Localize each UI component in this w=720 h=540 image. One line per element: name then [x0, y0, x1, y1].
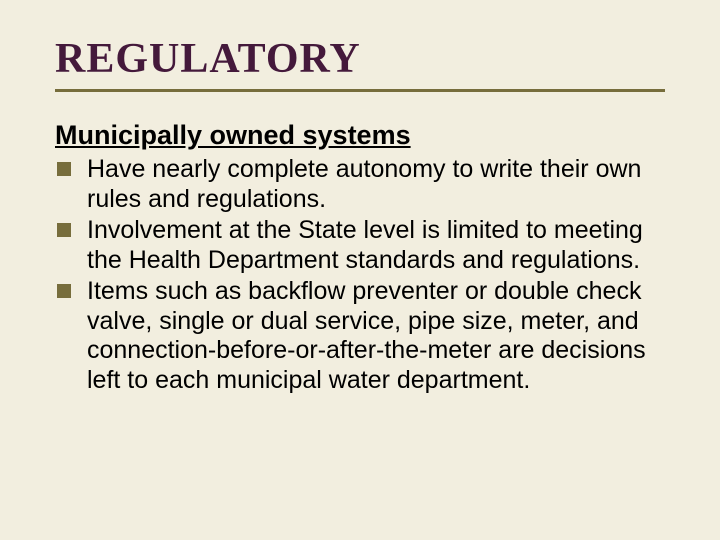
bullet-item: Involvement at the State level is limite…: [55, 216, 665, 275]
bullet-item: Items such as backflow preventer or doub…: [55, 277, 665, 395]
slide: REGULATORY Municipally owned systems Hav…: [0, 0, 720, 540]
bullet-list: Have nearly complete autonomy to write t…: [55, 155, 665, 395]
bullet-item: Have nearly complete autonomy to write t…: [55, 155, 665, 214]
slide-title: REGULATORY: [55, 35, 665, 83]
title-underline-rule: [55, 89, 665, 92]
subheading: Municipally owned systems: [55, 120, 665, 151]
slide-content: Municipally owned systems Have nearly co…: [55, 120, 665, 395]
